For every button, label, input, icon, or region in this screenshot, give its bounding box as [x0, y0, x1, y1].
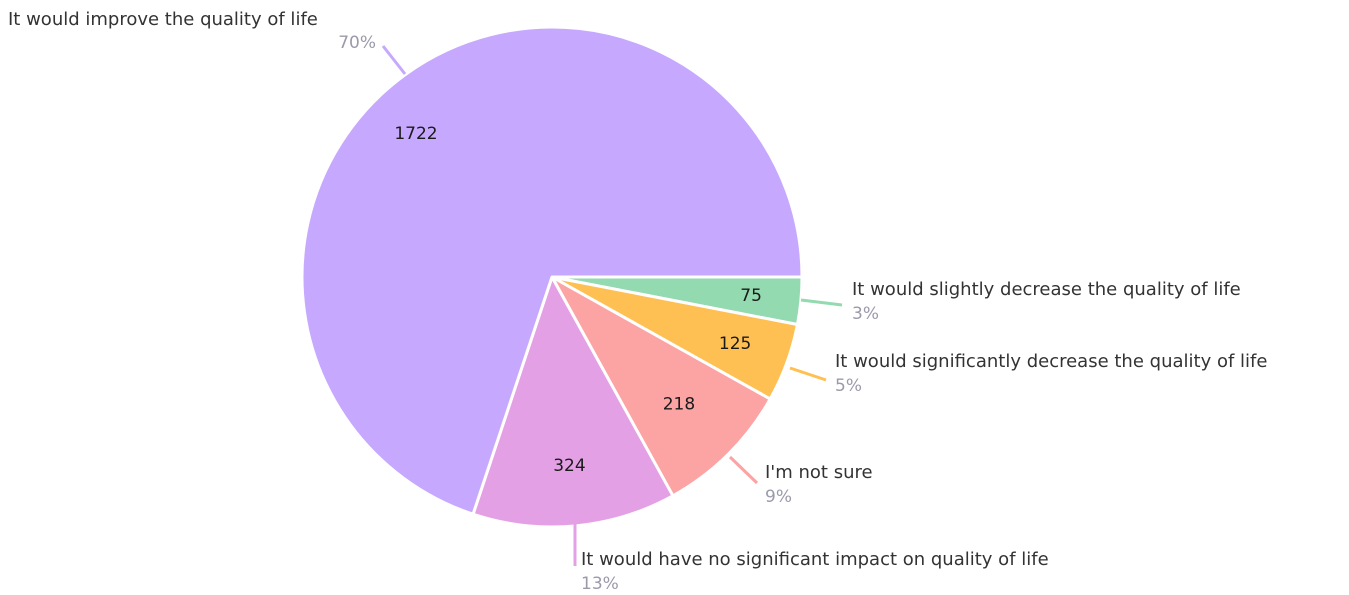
- pie-slices: [300, 25, 804, 529]
- pie-slice: [300, 25, 804, 516]
- slice-category-label: It would have no significant impact on q…: [581, 549, 1049, 570]
- slice-percent-label: 70%: [338, 33, 376, 53]
- slice-percent-label: 5%: [835, 376, 862, 396]
- slice-percent-label: 13%: [581, 574, 619, 594]
- slice-category-label: It would slightly decrease the quality o…: [852, 279, 1241, 300]
- leader-line: [789, 366, 827, 382]
- value-labels: 75 125 218 324 1722: [394, 124, 762, 476]
- slice-value-label: 218: [663, 395, 695, 415]
- slice-percent-label: 9%: [765, 487, 792, 507]
- slice-category-label: I'm not sure: [765, 462, 873, 483]
- leader-line: [728, 455, 759, 485]
- slice-category-label: It would improve the quality of life: [8, 9, 318, 30]
- slice-value-label: 75: [740, 286, 762, 306]
- slice-value-label: 125: [719, 334, 751, 354]
- pie-slice: [550, 275, 772, 498]
- slice-value-label: 1722: [394, 124, 437, 144]
- slice-value-label: 324: [553, 456, 585, 476]
- slice-percent-label: 3%: [852, 304, 879, 324]
- slice-category-label: It would significantly decrease the qual…: [835, 351, 1267, 372]
- leader-lines: [381, 45, 843, 566]
- leader-line: [381, 45, 407, 75]
- category-labels: It would improve the quality of life 70% I…: [8, 9, 1267, 594]
- leader-line: [800, 298, 843, 307]
